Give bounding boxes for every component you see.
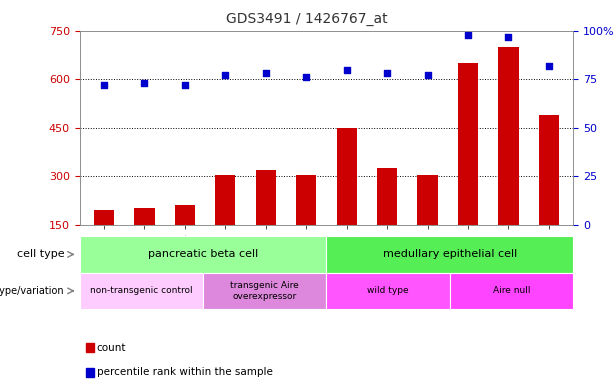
Point	[140, 80, 150, 86]
Point	[463, 31, 473, 38]
Text: wild type: wild type	[367, 286, 409, 295]
Point	[302, 74, 311, 80]
Text: non-transgenic control: non-transgenic control	[90, 286, 192, 295]
Point	[341, 66, 351, 73]
Bar	[296, 175, 316, 273]
Point	[99, 82, 109, 88]
Bar	[215, 175, 235, 273]
Text: cell type: cell type	[17, 249, 64, 260]
Bar	[337, 127, 357, 273]
Point	[261, 70, 271, 76]
Bar	[256, 170, 276, 273]
Text: transgenic Aire
overexpressor: transgenic Aire overexpressor	[230, 281, 299, 301]
Bar	[134, 209, 154, 273]
Point	[422, 72, 432, 78]
Text: percentile rank within the sample: percentile rank within the sample	[97, 367, 273, 377]
Bar	[539, 115, 559, 273]
Bar	[417, 175, 438, 273]
Text: Aire null: Aire null	[493, 286, 530, 295]
Bar	[498, 47, 519, 273]
Text: GDS3491 / 1426767_at: GDS3491 / 1426767_at	[226, 12, 387, 25]
Text: genotype/variation: genotype/variation	[0, 286, 64, 296]
Point	[180, 82, 190, 88]
Text: medullary epithelial cell: medullary epithelial cell	[383, 249, 517, 260]
Bar	[175, 205, 195, 273]
Point	[221, 72, 230, 78]
Text: count: count	[97, 343, 126, 353]
Point	[382, 70, 392, 76]
Point	[503, 33, 513, 40]
Bar	[377, 168, 397, 273]
Point	[544, 63, 554, 69]
Bar	[458, 63, 478, 273]
Bar	[94, 210, 114, 273]
Text: pancreatic beta cell: pancreatic beta cell	[148, 249, 258, 260]
